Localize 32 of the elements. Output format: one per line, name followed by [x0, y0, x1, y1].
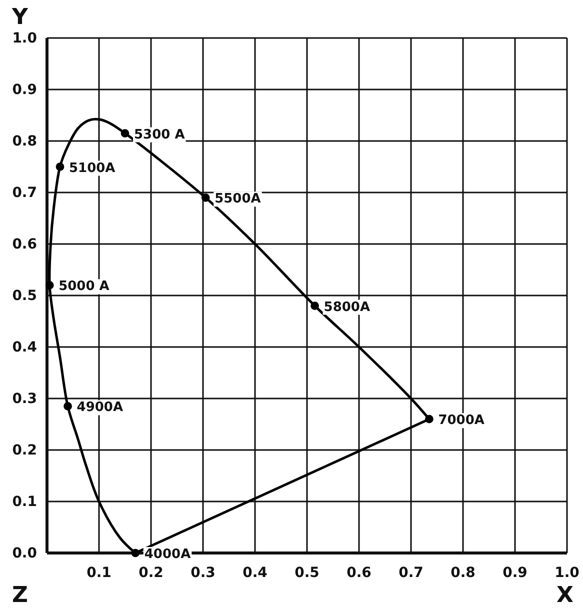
- x-tick-label: 0.2: [138, 564, 164, 581]
- y-tick-label: 0.2: [12, 442, 37, 458]
- annotation: 5300 A: [134, 127, 185, 142]
- x-axis-title: X: [556, 583, 574, 608]
- x-tick-label: 0.6: [346, 564, 372, 581]
- x-tick-label: 0.9: [502, 564, 528, 581]
- y-tick-label: 0.0: [12, 545, 38, 562]
- y-tick-label: 0.5: [12, 288, 37, 304]
- x-tick-label: 0.4: [242, 564, 268, 581]
- annotation: 5100A: [69, 160, 116, 176]
- annotation: 7000A: [438, 413, 484, 428]
- y-tick-label: 0.9: [12, 82, 37, 98]
- y-tick-label: 0.3: [12, 390, 37, 407]
- y-axis-title: Y: [11, 5, 30, 30]
- x-tick-label: 0.5: [294, 564, 320, 581]
- x-tick-label: 0.7: [398, 564, 424, 581]
- annotation: 5500A: [214, 192, 261, 207]
- annotation: 4900A: [76, 400, 124, 416]
- annotation: 4000A: [144, 547, 191, 562]
- text: Z: [12, 583, 28, 608]
- annotation: 5000 A: [58, 279, 110, 294]
- y-tick-label: 0.7: [12, 184, 37, 201]
- x-tick-label: 0.1: [86, 564, 112, 581]
- y-tick-label: 0.8: [12, 133, 37, 150]
- x-tick-label: 0.8: [450, 564, 476, 581]
- annotation: 5800A: [324, 300, 370, 315]
- y-tick-label: 0.4: [12, 339, 38, 356]
- y-tick-label: 0.6: [12, 236, 37, 252]
- y-tick-label: 0.1: [12, 494, 37, 510]
- y-tick-label: 1.0: [12, 30, 38, 46]
- x-tick-label: 0.3: [190, 564, 216, 581]
- x-tick-label: 1.0: [554, 564, 580, 581]
